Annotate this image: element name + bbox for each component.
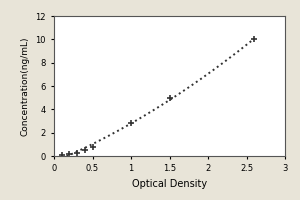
- Y-axis label: Concentration(ng/mL): Concentration(ng/mL): [21, 36, 30, 136]
- X-axis label: Optical Density: Optical Density: [132, 179, 207, 189]
